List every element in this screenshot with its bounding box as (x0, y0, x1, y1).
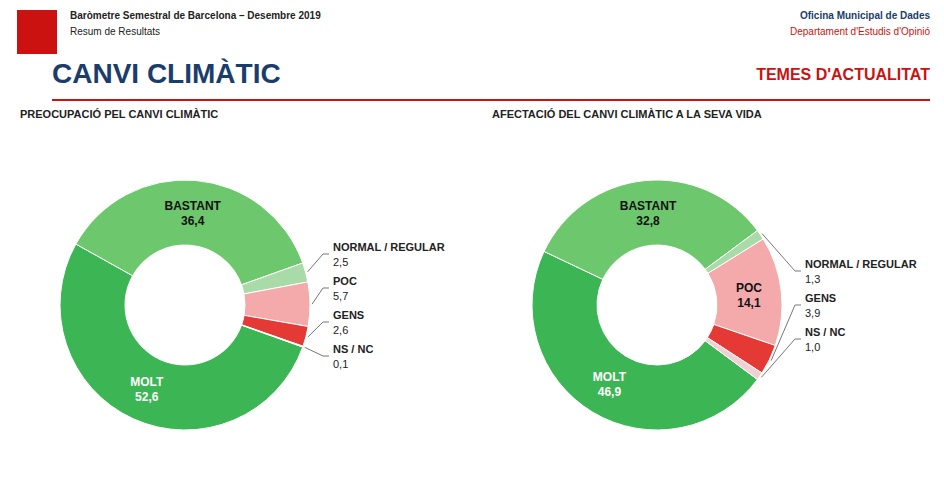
svg-text:36,4: 36,4 (181, 214, 205, 228)
svg-text:2,5: 2,5 (333, 256, 348, 268)
html-text:CANVI CLIMÀTIC: CANVI CLIMÀTIC (52, 58, 281, 89)
svg-text:32,8: 32,8 (636, 214, 660, 228)
svg-text:NS / NC: NS / NC (333, 343, 373, 355)
svg-text:0,1: 0,1 (333, 358, 348, 370)
html-text:PREOCUPACIÓ PEL CANVI CLIMÀTIC: PREOCUPACIÓ PEL CANVI CLIMÀTIC (20, 108, 219, 120)
svg-text:NORMAL / REGULAR: NORMAL / REGULAR (805, 258, 917, 270)
html-text:TEMES D'ACTUALITAT: TEMES D'ACTUALITAT (756, 66, 930, 83)
html-text:Resum de Resultats: Resum de Resultats (70, 26, 160, 37)
svg-text:GENS: GENS (333, 309, 364, 321)
svg-text:46,9: 46,9 (598, 385, 622, 399)
html-text:Departament d'Estudis d'Opinió: Departament d'Estudis d'Opinió (790, 26, 930, 37)
html-text:Baròmetre Semestral de Barcelo: Baròmetre Semestral de Barcelona – Desem… (70, 10, 321, 21)
svg-text:NORMAL / REGULAR: NORMAL / REGULAR (333, 241, 445, 253)
svg-text:3,9: 3,9 (805, 307, 820, 319)
svg-text:GENS: GENS (805, 292, 836, 304)
svg-text:BASTANT: BASTANT (164, 199, 221, 213)
html-text:Oficina Municipal de Dades: Oficina Municipal de Dades (800, 10, 930, 21)
svg-text:MOLT: MOLT (130, 375, 164, 389)
html-text:AFECTACIÓ DEL CANVI CLIMÀTIC A: AFECTACIÓ DEL CANVI CLIMÀTIC A LA SEVA V… (492, 108, 762, 120)
svg-text:14,1: 14,1 (737, 296, 761, 310)
svg-text:NS / NC: NS / NC (805, 326, 845, 338)
svg-text:BASTANT: BASTANT (620, 199, 677, 213)
svg-text:2,6: 2,6 (333, 324, 348, 336)
svg-text:MOLT: MOLT (593, 370, 627, 384)
svg-text:POC: POC (333, 275, 357, 287)
svg-text:1,0: 1,0 (805, 341, 820, 353)
svg-text:1,3: 1,3 (805, 273, 820, 285)
svg-text:POC: POC (736, 281, 762, 295)
svg-text:5,7: 5,7 (333, 290, 348, 302)
svg-text:52,6: 52,6 (135, 390, 159, 404)
